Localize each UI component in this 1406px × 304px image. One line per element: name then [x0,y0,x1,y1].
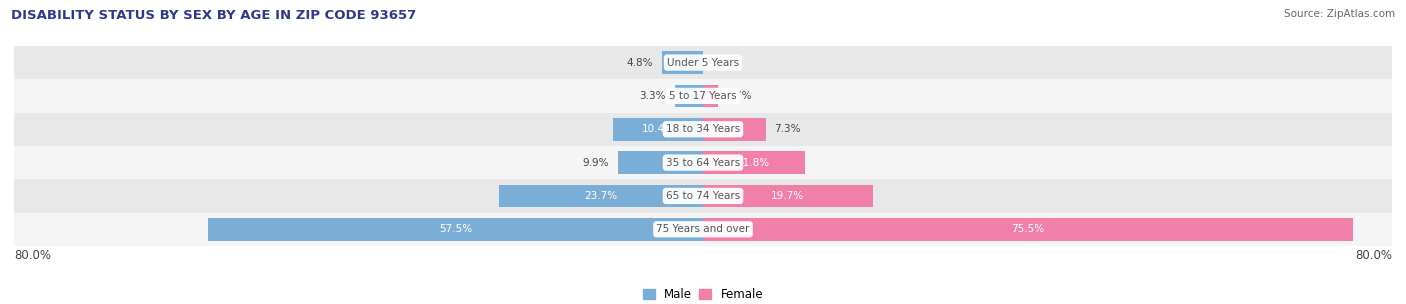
Bar [662,51,703,74]
Bar [499,185,703,207]
Bar [613,118,703,140]
Text: 0.0%: 0.0% [711,57,738,67]
Text: 3.3%: 3.3% [640,91,666,101]
Bar [14,46,1392,79]
Text: 4.8%: 4.8% [627,57,652,67]
Bar [675,85,703,107]
Text: 65 to 74 Years: 65 to 74 Years [666,191,740,201]
Text: 35 to 64 Years: 35 to 64 Years [666,157,740,168]
Text: 75 Years and over: 75 Years and over [657,224,749,234]
Text: DISABILITY STATUS BY SEX BY AGE IN ZIP CODE 93657: DISABILITY STATUS BY SEX BY AGE IN ZIP C… [11,9,416,22]
Text: 18 to 34 Years: 18 to 34 Years [666,124,740,134]
Text: 80.0%: 80.0% [1355,249,1392,262]
Text: 9.9%: 9.9% [582,157,609,168]
Bar [703,185,873,207]
Text: 80.0%: 80.0% [14,249,51,262]
Bar [703,85,717,107]
Bar [617,151,703,174]
Text: 10.4%: 10.4% [641,124,675,134]
Bar [703,118,766,140]
Bar [14,112,1392,146]
Bar [14,146,1392,179]
Text: Source: ZipAtlas.com: Source: ZipAtlas.com [1284,9,1395,19]
Text: 11.8%: 11.8% [737,157,770,168]
Text: 57.5%: 57.5% [439,224,472,234]
Bar [14,179,1392,212]
Bar [14,212,1392,246]
Text: 5 to 17 Years: 5 to 17 Years [669,91,737,101]
Text: 1.7%: 1.7% [727,91,752,101]
Bar [703,218,1353,240]
Text: 23.7%: 23.7% [585,191,617,201]
Text: 75.5%: 75.5% [1011,224,1045,234]
Bar [14,79,1392,112]
Legend: Male, Female: Male, Female [643,288,763,301]
Text: 19.7%: 19.7% [772,191,804,201]
Text: Under 5 Years: Under 5 Years [666,57,740,67]
Bar [703,151,804,174]
Bar [208,218,703,240]
Text: 7.3%: 7.3% [775,124,801,134]
